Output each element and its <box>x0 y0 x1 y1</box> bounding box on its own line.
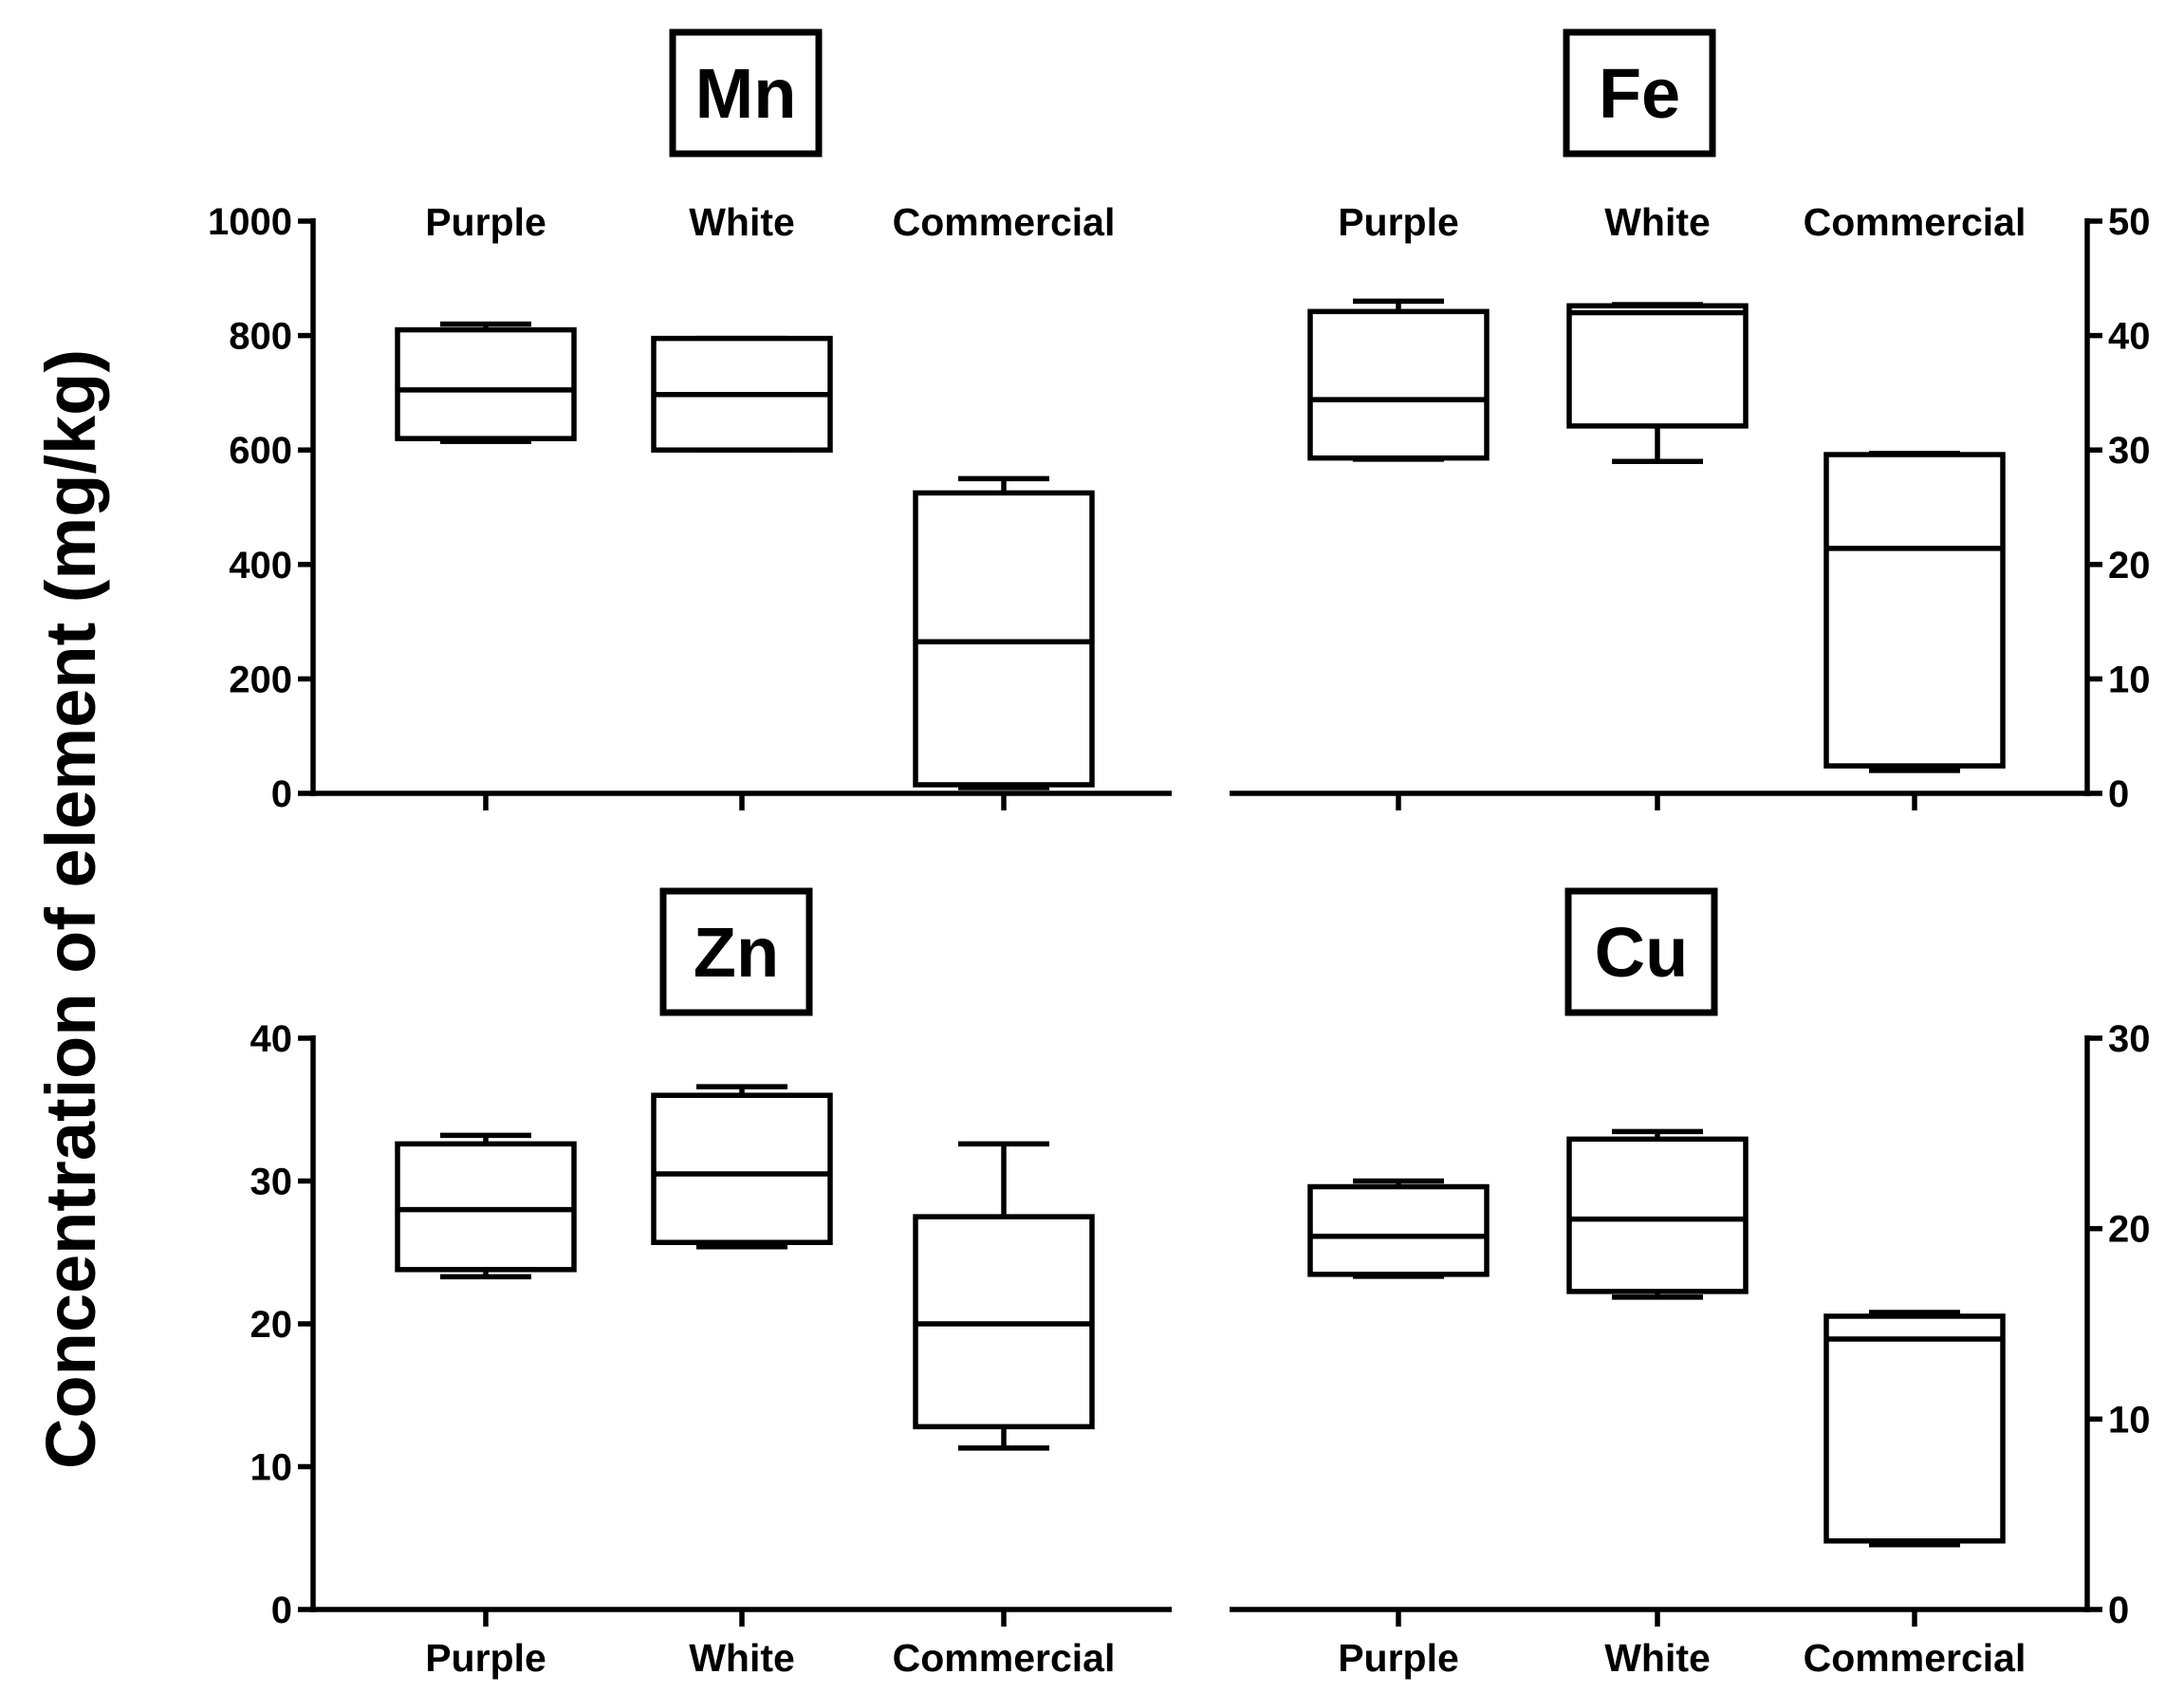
panel-mn: Mn 0 200 400 600 800 1000 Purple White Commercial <box>208 28 1172 815</box>
y-tick-label: 10 <box>2108 659 2151 700</box>
box-white <box>1566 302 1749 465</box>
category-label-purple: Purple <box>425 200 546 244</box>
panel-title: Mn <box>695 54 797 133</box>
figure-y-axis-label: Concentration of element (mg/kg) <box>31 349 110 1469</box>
panel-cu: Cu 0 10 20 30 Purple White Commercial <box>1230 887 2151 1680</box>
box-purple <box>1307 1178 1490 1279</box>
category-label-commercial: Commercial <box>893 1636 1116 1680</box>
y-tick-label: 10 <box>2108 1399 2151 1441</box>
box-commercial <box>913 475 1095 791</box>
box-iqr <box>1566 1136 1749 1294</box>
panel-title-box <box>1563 28 1716 158</box>
y-tick-label: 30 <box>250 1162 293 1203</box>
y-tick-label: 40 <box>250 1018 293 1060</box>
box-iqr <box>1307 308 1490 461</box>
category-label-purple: Purple <box>425 1636 546 1680</box>
box-iqr <box>395 1141 577 1273</box>
category-label-commercial: Commercial <box>1804 1636 2027 1680</box>
y-tick-label: 1000 <box>208 201 292 243</box>
box-commercial <box>1823 451 2006 773</box>
category-label-commercial: Commercial <box>893 200 1116 244</box>
category-label-white: White <box>689 200 795 244</box>
y-tick-label: 600 <box>229 430 292 472</box>
category-label-white: White <box>1604 1636 1711 1680</box>
panel-title: Cu <box>1595 913 1689 992</box>
y-tick-label: 0 <box>2108 773 2129 815</box>
y-tick-label: 10 <box>250 1447 293 1489</box>
y-tick-label: 20 <box>250 1304 293 1346</box>
y-tick-label: 50 <box>2108 201 2151 243</box>
y-tick-label: 20 <box>2108 545 2151 586</box>
y-tick-label: 0 <box>271 773 292 815</box>
panel-fe: Fe 0 10 20 30 40 50 Purple White Commercial <box>1230 28 2151 815</box>
panel-title-box <box>1564 887 1718 1016</box>
category-label-white: White <box>1604 200 1711 244</box>
panel-title: Fe <box>1599 54 1680 133</box>
y-tick-label: 0 <box>2108 1590 2129 1631</box>
box-purple <box>1307 298 1490 462</box>
box-iqr <box>1823 1313 2006 1544</box>
box-white <box>651 335 833 453</box>
box-iqr <box>651 1092 833 1245</box>
box-commercial <box>1823 1310 2006 1548</box>
panel-title: Zn <box>694 913 779 992</box>
box-purple <box>395 321 577 444</box>
box-iqr <box>1307 1183 1490 1277</box>
box-white <box>651 1084 833 1250</box>
y-tick-label: 400 <box>229 545 292 586</box>
box-purple <box>395 1132 577 1280</box>
category-label-purple: Purple <box>1338 200 1459 244</box>
y-tick-label: 0 <box>271 1590 292 1631</box>
box-iqr <box>395 326 577 441</box>
panel-title-box <box>659 887 813 1016</box>
y-tick-label: 800 <box>229 316 292 358</box>
y-tick-label: 40 <box>2108 316 2151 358</box>
category-label-white: White <box>689 1636 795 1680</box>
y-tick-label: 20 <box>2108 1209 2151 1251</box>
panel-title-box <box>669 28 823 158</box>
box-iqr <box>1566 303 1749 429</box>
panel-zn: Zn 0 10 20 30 40 Purple White Commercial <box>250 887 1172 1680</box>
box-iqr <box>913 490 1095 788</box>
category-label-purple: Purple <box>1338 1636 1459 1680</box>
box-iqr <box>1823 452 2006 769</box>
y-tick-label: 200 <box>229 659 292 700</box>
box-commercial <box>913 1141 1095 1451</box>
y-tick-label: 30 <box>2108 1018 2151 1060</box>
box-white <box>1566 1128 1749 1300</box>
y-tick-label: 30 <box>2108 430 2151 472</box>
category-label-commercial: Commercial <box>1804 200 2027 244</box>
